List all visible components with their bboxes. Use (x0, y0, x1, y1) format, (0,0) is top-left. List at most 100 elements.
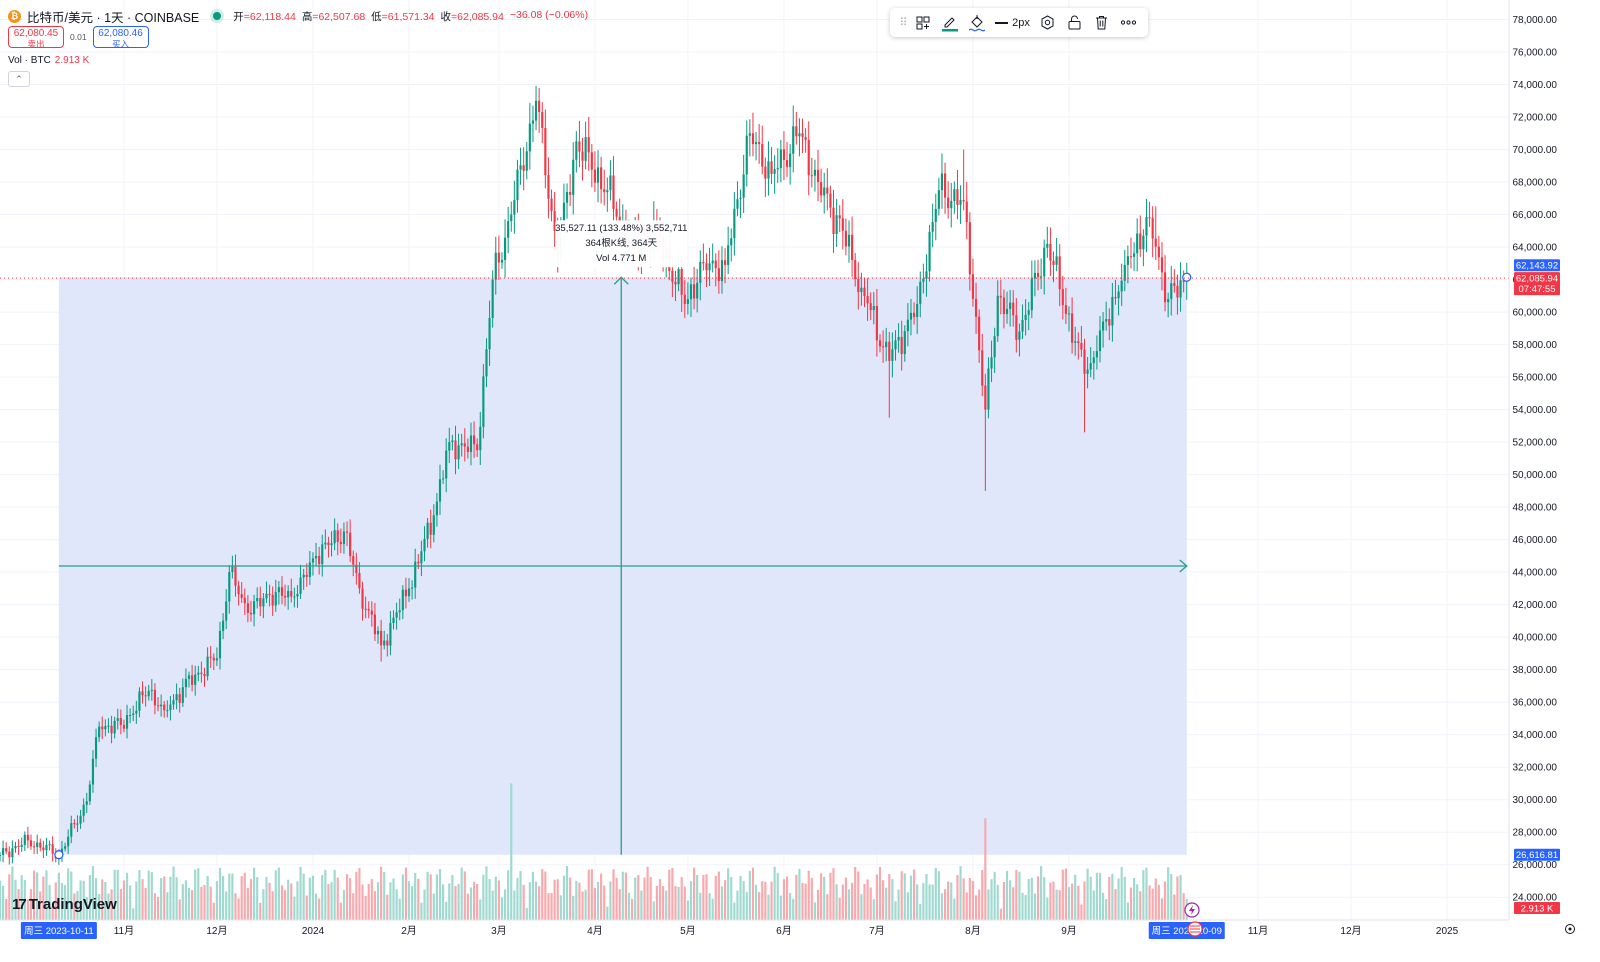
candle (314, 542, 318, 567)
delete-trash-icon[interactable] (1088, 8, 1115, 37)
drag-grip-icon[interactable]: ⠿ (899, 17, 907, 29)
candle (1142, 229, 1145, 267)
templates-icon[interactable] (910, 8, 937, 37)
volume-bar (1105, 898, 1108, 920)
volume-bar (249, 879, 253, 920)
line-width-icon[interactable]: 2px (991, 8, 1035, 37)
candle-body (265, 593, 268, 599)
volume-bar (132, 908, 135, 920)
time-axis[interactable]: 11月 12月 2024 2月 3月 4月 5月 6月 7月 8月 9月 11月 12月 2025 周三 2… (0, 919, 1600, 962)
candle (153, 683, 157, 715)
volume-bar (556, 879, 559, 920)
candle (937, 177, 940, 216)
candle-body (311, 558, 315, 563)
high-label: 高 (301, 10, 313, 23)
candle-body (600, 167, 603, 190)
candle-body (705, 263, 708, 271)
axis-settings-icon[interactable] (1565, 924, 1575, 934)
volume-legend[interactable]: Vol · BTC 2.913 K (8, 55, 89, 66)
event-markers[interactable] (1184, 902, 1203, 937)
volume-bar (497, 880, 500, 920)
candle-body (733, 208, 736, 239)
candle-body (996, 295, 999, 337)
candle-body (1064, 305, 1067, 315)
chevron-up-icon[interactable]: ⌃ (8, 71, 30, 87)
volume-bar (792, 898, 795, 920)
volume-bar (950, 882, 953, 920)
buy-button[interactable]: 62,080.46 买入 (92, 26, 149, 49)
candle (23, 831, 26, 851)
measure-end-handle[interactable] (1182, 272, 1192, 282)
volume-bar (1061, 869, 1064, 920)
candle-body (692, 284, 696, 299)
time-axis-tick-label: 2月 (401, 925, 417, 937)
candle (187, 671, 191, 688)
candle-body (1024, 314, 1027, 320)
volume-bar (1145, 867, 1148, 920)
candle-body (906, 319, 909, 332)
candle-body (1033, 272, 1037, 279)
candle-body (1012, 302, 1015, 316)
candle (414, 548, 417, 599)
volume-bar (968, 877, 971, 920)
volume-bar (32, 870, 36, 920)
candle-body (197, 672, 200, 675)
candle (882, 330, 885, 363)
candle-body (909, 312, 913, 320)
settings-icon[interactable] (1034, 8, 1061, 37)
candle-body (714, 260, 717, 269)
volume-bar (519, 871, 522, 920)
candle (711, 243, 714, 273)
volume-bar (60, 883, 64, 920)
candle (1046, 226, 1049, 258)
tradingview-logo[interactable]: 17 TradingView (12, 896, 117, 913)
candle-body (5, 848, 8, 852)
volume-bar (1132, 878, 1136, 920)
candle (104, 719, 107, 737)
candle (723, 248, 727, 284)
volume-bar (643, 877, 646, 920)
measure-bottom-price-tag-box (1514, 848, 1560, 861)
candle (987, 357, 990, 419)
candle (457, 433, 460, 470)
candle (968, 212, 971, 291)
candle-body (1170, 283, 1173, 300)
candle (792, 105, 795, 173)
volume-bar (411, 886, 414, 920)
price-axis[interactable]: 24,000.00 26,000.00 28,000.00 30,000.00 32,0… (1508, 0, 1600, 920)
measure-start-handle[interactable] (54, 850, 64, 860)
more-options-icon[interactable] (1115, 8, 1142, 37)
candle (798, 118, 801, 157)
lock-icon[interactable] (1061, 8, 1088, 37)
fill-color-bucket-icon[interactable] (964, 8, 991, 37)
candle (445, 438, 448, 493)
candle (590, 143, 593, 188)
line-color-pencil-icon[interactable] (937, 8, 964, 37)
volume-bar (1173, 894, 1176, 920)
candle-body (125, 715, 129, 729)
volume-bar (358, 867, 361, 920)
candle (770, 146, 773, 185)
candle (832, 189, 835, 253)
time-axis-tick-label: 6月 (776, 925, 792, 937)
volume-bar (885, 887, 888, 920)
candle-body (1132, 253, 1136, 257)
volume-bar (634, 877, 637, 920)
candle (141, 681, 144, 704)
sell-button[interactable]: 62,080.45 卖出 (8, 26, 64, 49)
candle (866, 278, 869, 321)
candle (349, 519, 352, 563)
volume-bar (875, 874, 878, 920)
volume-bar (141, 879, 144, 920)
candle (370, 601, 373, 627)
candle-body (674, 281, 677, 285)
candle-body (240, 594, 243, 598)
candle-body (513, 200, 516, 215)
symbol-title[interactable]: 比特币/美元 · 1天 · COINBASE (27, 10, 200, 25)
candle-body (702, 261, 705, 264)
candle-body (1160, 257, 1164, 273)
candle (795, 111, 798, 145)
candle (919, 271, 922, 318)
candle (1012, 290, 1015, 327)
